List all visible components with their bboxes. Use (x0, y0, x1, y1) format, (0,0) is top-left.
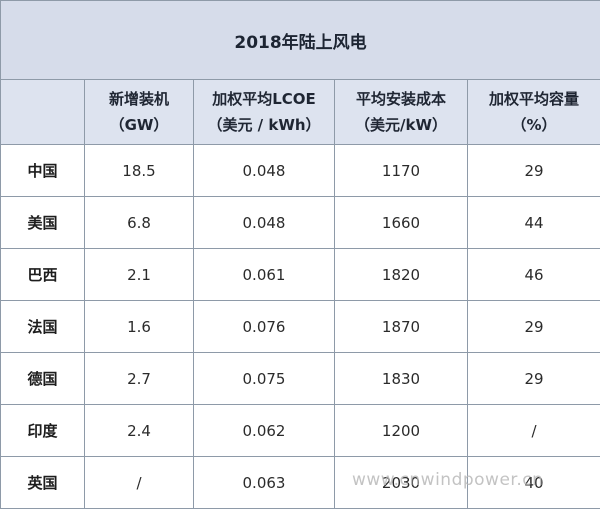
factor-cell: 29 (468, 301, 600, 353)
table-row: 英国 / 0.063 2030 40 (1, 457, 600, 509)
country-cell: 英国 (1, 457, 85, 509)
header-capacity-factor: 加权平均容量 （%） (468, 80, 600, 145)
cost-cell: 1830 (335, 353, 468, 405)
header-label: 加权平均容量 (468, 86, 600, 112)
factor-cell: 29 (468, 145, 600, 197)
lcoe-cell: 0.076 (194, 301, 335, 353)
country-cell: 印度 (1, 405, 85, 457)
factor-cell: 40 (468, 457, 600, 509)
header-install-cost: 平均安装成本 （美元/kW） (335, 80, 468, 145)
table-row: 巴西 2.1 0.061 1820 46 (1, 249, 600, 301)
table-row: 中国 18.5 0.048 1170 29 (1, 145, 600, 197)
cost-cell: 1820 (335, 249, 468, 301)
header-row: 新增装机 （GW） 加权平均LCOE （美元 / kWh） 平均安装成本 （美元… (1, 80, 600, 145)
header-unit: （美元/kW） (335, 112, 467, 138)
cost-cell: 1870 (335, 301, 468, 353)
country-cell: 巴西 (1, 249, 85, 301)
header-unit: （美元 / kWh） (194, 112, 334, 138)
country-cell: 德国 (1, 353, 85, 405)
table-row: 德国 2.7 0.075 1830 29 (1, 353, 600, 405)
factor-cell: / (468, 405, 600, 457)
capacity-cell: 2.7 (85, 353, 194, 405)
cost-cell: 2030 (335, 457, 468, 509)
header-unit: （GW） (85, 112, 193, 138)
header-new-capacity: 新增装机 （GW） (85, 80, 194, 145)
capacity-cell: 2.1 (85, 249, 194, 301)
capacity-cell: 2.4 (85, 405, 194, 457)
country-cell: 中国 (1, 145, 85, 197)
factor-cell: 29 (468, 353, 600, 405)
capacity-cell: 18.5 (85, 145, 194, 197)
lcoe-cell: 0.062 (194, 405, 335, 457)
country-cell: 美国 (1, 197, 85, 249)
header-unit: （%） (468, 112, 600, 138)
header-label: 加权平均LCOE (194, 86, 334, 112)
factor-cell: 46 (468, 249, 600, 301)
lcoe-cell: 0.061 (194, 249, 335, 301)
table-row: 法国 1.6 0.076 1870 29 (1, 301, 600, 353)
header-weighted-lcoe: 加权平均LCOE （美元 / kWh） (194, 80, 335, 145)
cost-cell: 1170 (335, 145, 468, 197)
capacity-cell: / (85, 457, 194, 509)
capacity-cell: 1.6 (85, 301, 194, 353)
lcoe-cell: 0.048 (194, 145, 335, 197)
table-row: 美国 6.8 0.048 1660 44 (1, 197, 600, 249)
cost-cell: 1200 (335, 405, 468, 457)
factor-cell: 44 (468, 197, 600, 249)
lcoe-cell: 0.075 (194, 353, 335, 405)
lcoe-cell: 0.048 (194, 197, 335, 249)
cost-cell: 1660 (335, 197, 468, 249)
header-label: 新增装机 (85, 86, 193, 112)
lcoe-cell: 0.063 (194, 457, 335, 509)
title-row: 2018年陆上风电 (1, 1, 600, 80)
country-cell: 法国 (1, 301, 85, 353)
capacity-cell: 6.8 (85, 197, 194, 249)
table-row: 印度 2.4 0.062 1200 / (1, 405, 600, 457)
header-corner-cell (1, 80, 85, 145)
table-title: 2018年陆上风电 (1, 1, 600, 80)
header-label: 平均安装成本 (335, 86, 467, 112)
